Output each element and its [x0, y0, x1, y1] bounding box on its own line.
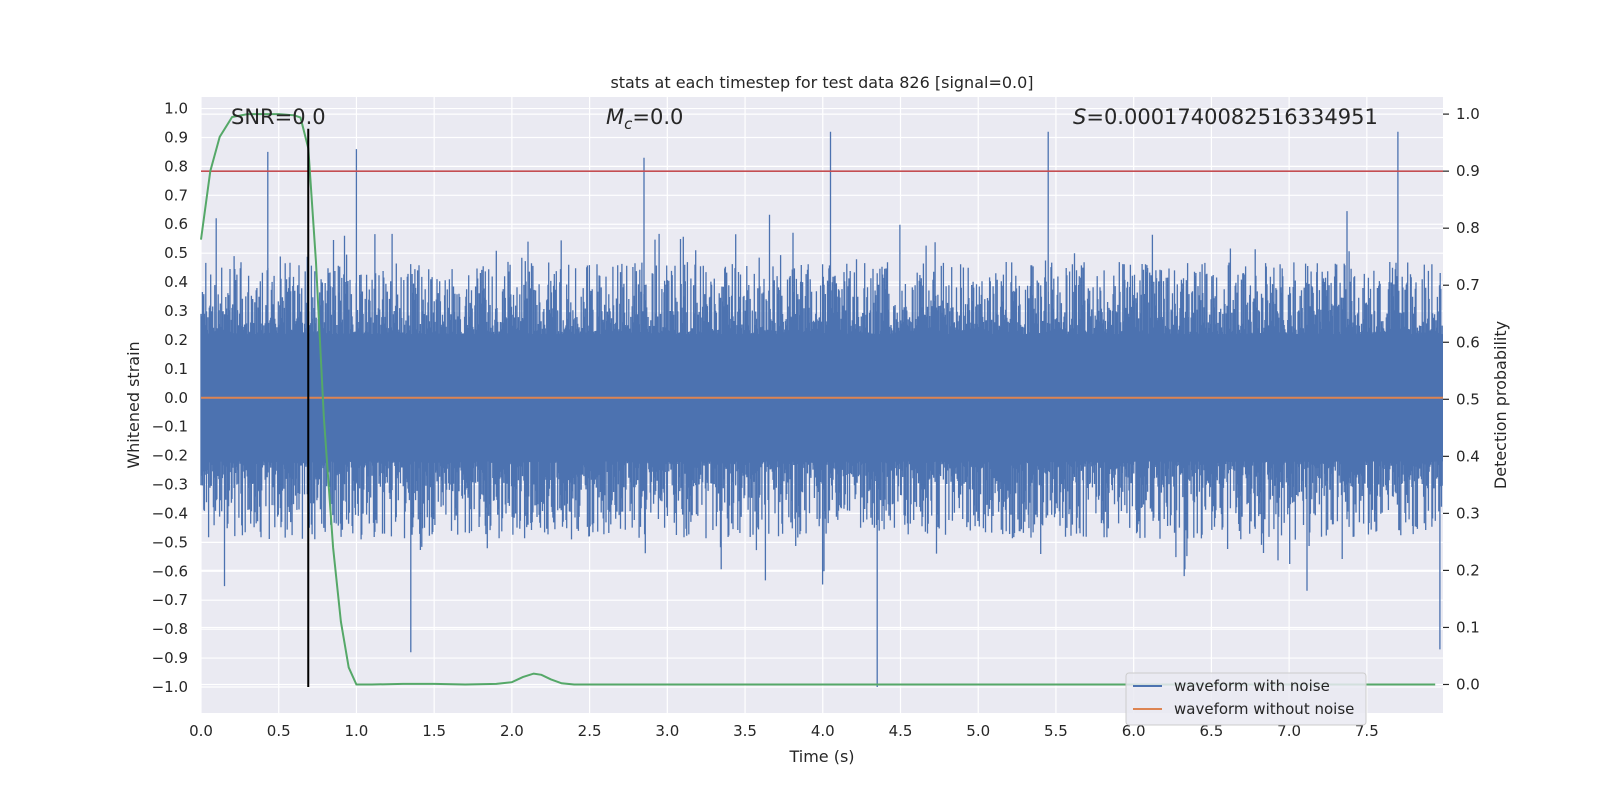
- y-tick-label-8: 0.2: [164, 331, 188, 349]
- y-tick-label-12: −0.2: [152, 447, 188, 465]
- y-tick-label-20: −1.0: [152, 678, 188, 696]
- y-axis-title: Whitened strain: [124, 341, 143, 468]
- y2-tick-label-10: 0.0: [1456, 675, 1480, 693]
- x-tick-label-5: 2.5: [578, 722, 602, 740]
- y-tick-label-16: −0.6: [152, 562, 188, 580]
- y-tick-label-18: −0.8: [152, 620, 188, 638]
- y2-tick-label-7: 0.3: [1456, 504, 1480, 522]
- x-tick-label-14: 7.0: [1277, 722, 1301, 740]
- x-tick-label-0: 0.0: [189, 722, 213, 740]
- x-tick-label-15: 7.5: [1355, 722, 1379, 740]
- legend: waveform with noise waveform without noi…: [1125, 672, 1367, 726]
- y2-tick-label-4: 0.6: [1456, 333, 1480, 351]
- y-axis-ticks: 1.0 0.9 0.8 0.7 0.6 0.5 0.4 0.3 0.2 0.1 0.0 −0.1 −0.…: [152, 100, 188, 696]
- y-tick-label-1: 0.9: [164, 128, 188, 146]
- y-tick-label-7: 0.3: [164, 302, 188, 320]
- y-tick-label-13: −0.3: [152, 476, 188, 494]
- y-tick-label-11: −0.1: [152, 418, 188, 436]
- y2-tick-label-5: 0.5: [1456, 390, 1480, 408]
- x-tick-label-6: 3.0: [655, 722, 679, 740]
- y-tick-label-9: 0.1: [164, 360, 188, 378]
- y-tick-label-17: −0.7: [152, 591, 188, 609]
- x-tick-label-11: 5.5: [1044, 722, 1068, 740]
- y2-tick-label-6: 0.4: [1456, 447, 1480, 465]
- x-tick-label-10: 5.0: [966, 722, 990, 740]
- x-tick-label-1: 0.5: [267, 722, 291, 740]
- y-tick-label-14: −0.4: [152, 504, 188, 522]
- y2-tick-label-3: 0.7: [1456, 276, 1480, 294]
- y-tick-label-3: 0.7: [164, 186, 188, 204]
- y2-tick-label-1: 0.9: [1456, 162, 1480, 180]
- x-tick-label-3: 1.5: [422, 722, 446, 740]
- x-tick-label-9: 4.5: [889, 722, 913, 740]
- y2-tick-label-8: 0.2: [1456, 561, 1480, 579]
- y-tick-label-5: 0.5: [164, 244, 188, 262]
- y-tick-label-4: 0.6: [164, 215, 188, 233]
- y-tick-label-19: −0.9: [152, 649, 188, 667]
- y-tick-label-0: 1.0: [164, 100, 188, 118]
- y-tick-label-15: −0.5: [152, 533, 188, 551]
- legend-label-clean: waveform without noise: [1174, 700, 1354, 718]
- x-tick-label-8: 4.0: [811, 722, 835, 740]
- y-tick-label-2: 0.8: [164, 157, 188, 175]
- y2-tick-label-0: 1.0: [1456, 105, 1480, 123]
- chart-title: stats at each timestep for test data 826…: [610, 73, 1033, 92]
- x-tick-label-4: 2.0: [500, 722, 524, 740]
- x-axis-ticks: 0.0 0.5 1.0 1.5 2.0 2.5 3.0 3.5 4.0 4.5 5.0 5.5 6.0 6…: [189, 722, 1379, 740]
- series-detection-probability: [200, 113, 1436, 686]
- y2-tick-label-9: 0.1: [1456, 618, 1480, 636]
- x-tick-label-13: 6.5: [1199, 722, 1223, 740]
- legend-label-noise: waveform with noise: [1174, 677, 1330, 695]
- chirp-mass-annotation: Mc=0.0: [606, 105, 683, 133]
- y2-axis-title: Detection probability: [1491, 321, 1510, 489]
- x-axis-title: Time (s): [788, 747, 854, 766]
- snr-annotation: SNR=0.0: [231, 105, 326, 129]
- statistic-annotation: S=0.0001740082516334951: [1073, 105, 1378, 129]
- x-tick-label-7: 3.5: [733, 722, 757, 740]
- y2-tick-label-2: 0.8: [1456, 219, 1480, 237]
- x-tick-label-2: 1.0: [345, 722, 369, 740]
- y-tick-label-6: 0.4: [164, 273, 188, 291]
- legend-box: [1125, 672, 1367, 726]
- y-tick-label-10: 0.0: [164, 389, 188, 407]
- x-tick-label-12: 6.0: [1122, 722, 1146, 740]
- y2-axis-ticks: 1.0 0.9 0.8 0.7 0.6 0.5 0.4 0.3 0.2 0.1 0.0: [1443, 105, 1480, 693]
